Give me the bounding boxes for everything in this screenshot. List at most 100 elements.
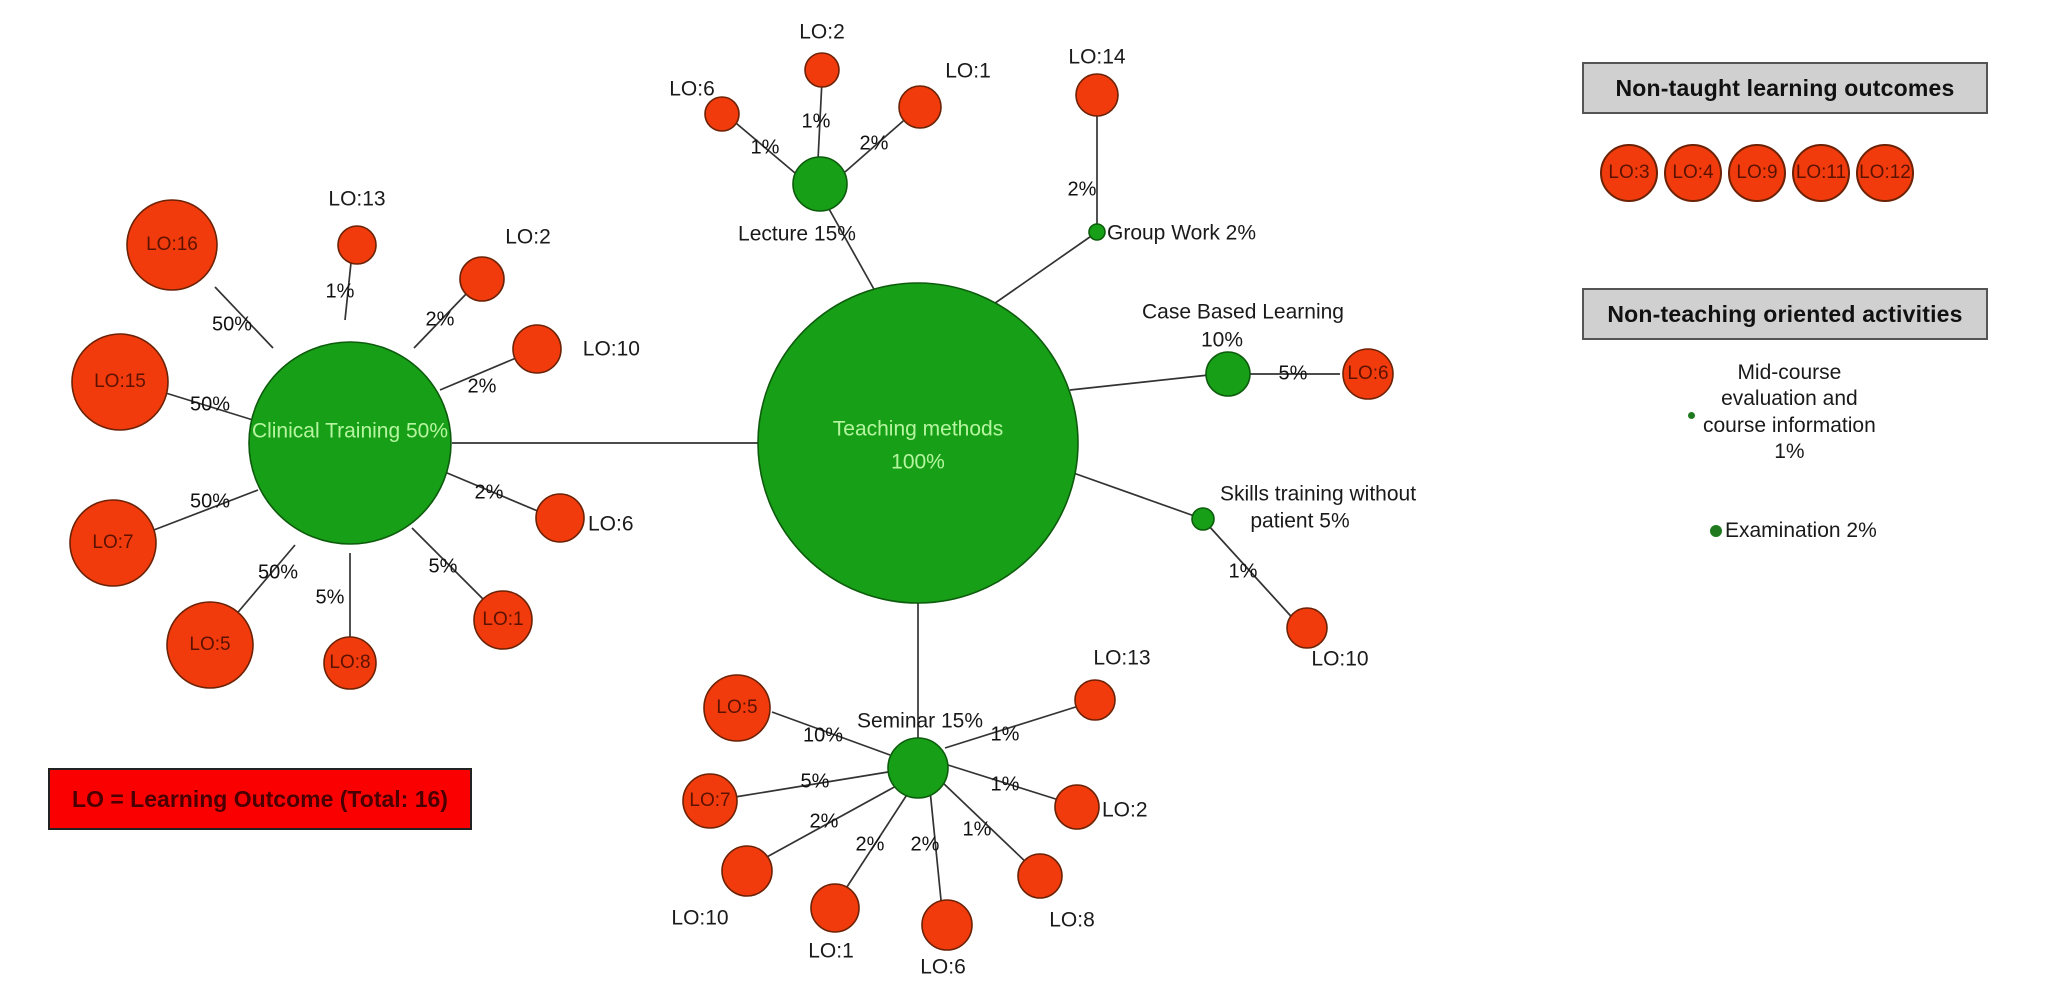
edge-label-clinical-lo7: 50% <box>190 490 230 512</box>
edge-label-seminar-lo13: 1% <box>991 723 1020 745</box>
edge-lecture-lo2 <box>817 79 823 161</box>
non-taught-item-lo4[interactable]: LO:4 <box>1664 144 1722 202</box>
node-lo15-clinical[interactable] <box>71 333 169 431</box>
node-lo10-seminar-label: LO:10 <box>671 907 728 930</box>
edge-center-groupwork <box>987 231 1098 309</box>
node-lo6-lecture-label: LO:6 <box>669 78 715 101</box>
lecture-circle[interactable] <box>792 156 848 212</box>
node-lo6-clinical-label: LO:6 <box>588 513 634 536</box>
node-lo14-groupwork-label: LO:14 <box>1068 46 1126 69</box>
node-lo7-seminar-label: LO:7 <box>689 790 730 811</box>
node-lo15-clinical-label: LO:15 <box>94 371 146 392</box>
node-lo2-seminar-label: LO:2 <box>1102 799 1148 822</box>
edge-label-skills-lo10: 1% <box>1229 560 1258 582</box>
edge-seminar-lo5 <box>771 711 891 756</box>
teaching-methods-value: 100% <box>891 451 945 474</box>
node-lo5-seminar[interactable] <box>703 674 771 742</box>
node-lo16-clinical[interactable] <box>126 199 218 291</box>
examination-text: Examination 2% <box>1725 519 1877 542</box>
mid-course-line3: course information <box>1703 413 1876 437</box>
activity-mid-course-evaluation[interactable]: Mid-course evaluation and course informa… <box>1688 360 1928 465</box>
cluster-group-work: Group Work 2% LO:14 2% <box>1068 46 1256 245</box>
node-lo2-lecture[interactable] <box>804 52 840 88</box>
edge-label-groupwork-lo14: 2% <box>1068 178 1097 200</box>
node-teaching-methods[interactable]: Teaching methods 100% <box>757 282 1079 604</box>
edge-label-seminar-lo6: 2% <box>911 833 940 855</box>
edge-clinical-lo7 <box>145 489 259 534</box>
node-lo8-seminar[interactable] <box>1017 853 1063 899</box>
node-lo7-clinical[interactable] <box>69 499 157 587</box>
edge-seminar-lo6 <box>929 789 943 911</box>
learning-outcome-legend-box: LO = Learning Outcome (Total: 16) <box>48 768 472 830</box>
node-lo13-seminar[interactable] <box>1074 679 1116 721</box>
edge-center-lecture <box>823 199 881 301</box>
non-taught-items-row: LO:3 LO:4 LO:9 LO:11 LO:12 <box>1600 144 1914 202</box>
edge-label-clinical-lo2: 2% <box>426 308 455 330</box>
clinical-training-circle[interactable] <box>248 341 452 545</box>
node-lo7-clinical-label: LO:7 <box>92 532 133 553</box>
edge-skills-lo10 <box>1207 524 1299 625</box>
node-lo2-clinical-label: LO:2 <box>505 226 551 249</box>
edge-seminar-lo13 <box>944 704 1083 749</box>
edge-label-clinical-lo6: 2% <box>475 481 504 503</box>
learning-outcome-legend-text: LO = Learning Outcome (Total: 16) <box>72 785 448 812</box>
edge-clinical-lo1 <box>411 527 491 607</box>
case-based-circle[interactable] <box>1205 351 1251 397</box>
node-lo2-lecture-label: LO:2 <box>799 21 845 44</box>
edge-label-seminar-lo5: 10% <box>803 724 843 746</box>
non-taught-item-lo9[interactable]: LO:9 <box>1728 144 1786 202</box>
mid-course-line1: Mid-course <box>1737 361 1842 384</box>
teaching-methods-label: Teaching methods <box>833 418 1003 441</box>
non-teaching-panel-header: Non-teaching oriented activities <box>1582 288 1988 340</box>
edge-label-seminar-lo1: 2% <box>856 833 885 855</box>
edge-label-lecture-lo2: 1% <box>802 110 831 132</box>
node-lo8-clinical[interactable] <box>323 636 377 690</box>
node-lo5-seminar-label: LO:5 <box>716 697 757 718</box>
node-lo5-clinical[interactable] <box>166 601 254 689</box>
lecture-label: Lecture 15% <box>738 223 856 246</box>
edge-label-clinical-lo10: 2% <box>468 375 497 397</box>
node-lo2-seminar[interactable] <box>1054 784 1100 830</box>
non-taught-item-lo11[interactable]: LO:11 <box>1792 144 1850 202</box>
edge-lecture-lo1 <box>844 114 911 173</box>
skills-training-label-line2: patient 5% <box>1250 510 1349 533</box>
edge-clinical-lo5 <box>227 544 296 625</box>
node-lo7-seminar[interactable] <box>682 773 738 829</box>
node-lo10-clinical[interactable] <box>512 324 562 374</box>
node-lo16-clinical-label: LO:16 <box>146 234 198 255</box>
node-lo2-clinical[interactable] <box>459 256 505 302</box>
node-lo14-groupwork[interactable] <box>1075 73 1119 117</box>
group-work-label: Group Work 2% <box>1107 222 1256 245</box>
node-lo10-clinical-label: LO:10 <box>583 338 640 361</box>
node-lo6-seminar[interactable] <box>921 899 973 951</box>
activity-examination[interactable]: Examination 2% <box>1710 518 1877 544</box>
edge-clinical-lo10 <box>439 357 517 391</box>
seminar-circle[interactable] <box>887 737 949 799</box>
node-lo8-clinical-label: LO:8 <box>329 652 370 673</box>
non-taught-item-lo3[interactable]: LO:3 <box>1600 144 1658 202</box>
node-lo1-lecture[interactable] <box>898 85 942 129</box>
node-lo6-casebased[interactable] <box>1342 348 1394 400</box>
node-lo1-clinical[interactable] <box>473 590 533 650</box>
node-lo1-seminar[interactable] <box>810 883 860 933</box>
edges-layer <box>145 79 1340 911</box>
node-lo10-seminar[interactable] <box>721 845 773 897</box>
node-lo5-clinical-label: LO:5 <box>189 634 230 655</box>
edge-label-seminar-lo7: 5% <box>801 770 830 792</box>
edge-label-clinical-lo8: 5% <box>316 586 345 608</box>
seminar-label: Seminar 15% <box>857 710 983 733</box>
node-lo6-lecture[interactable] <box>704 96 740 132</box>
group-work-circle[interactable] <box>1088 223 1106 241</box>
node-lo1-lecture-label: LO:1 <box>945 60 991 83</box>
teaching-methods-circle[interactable] <box>757 282 1079 604</box>
examination-dot-icon <box>1710 525 1722 538</box>
edge-label-seminar-lo8: 1% <box>963 818 992 840</box>
non-taught-item-lo12[interactable]: LO:12 <box>1856 144 1914 202</box>
skills-training-circle[interactable] <box>1191 507 1215 531</box>
node-lo13-clinical[interactable] <box>337 225 377 265</box>
node-lo10-skills[interactable] <box>1286 607 1328 649</box>
edge-clinical-lo2 <box>413 291 469 349</box>
node-lo1-clinical-label: LO:1 <box>482 609 523 630</box>
node-lo6-clinical[interactable] <box>535 493 585 543</box>
